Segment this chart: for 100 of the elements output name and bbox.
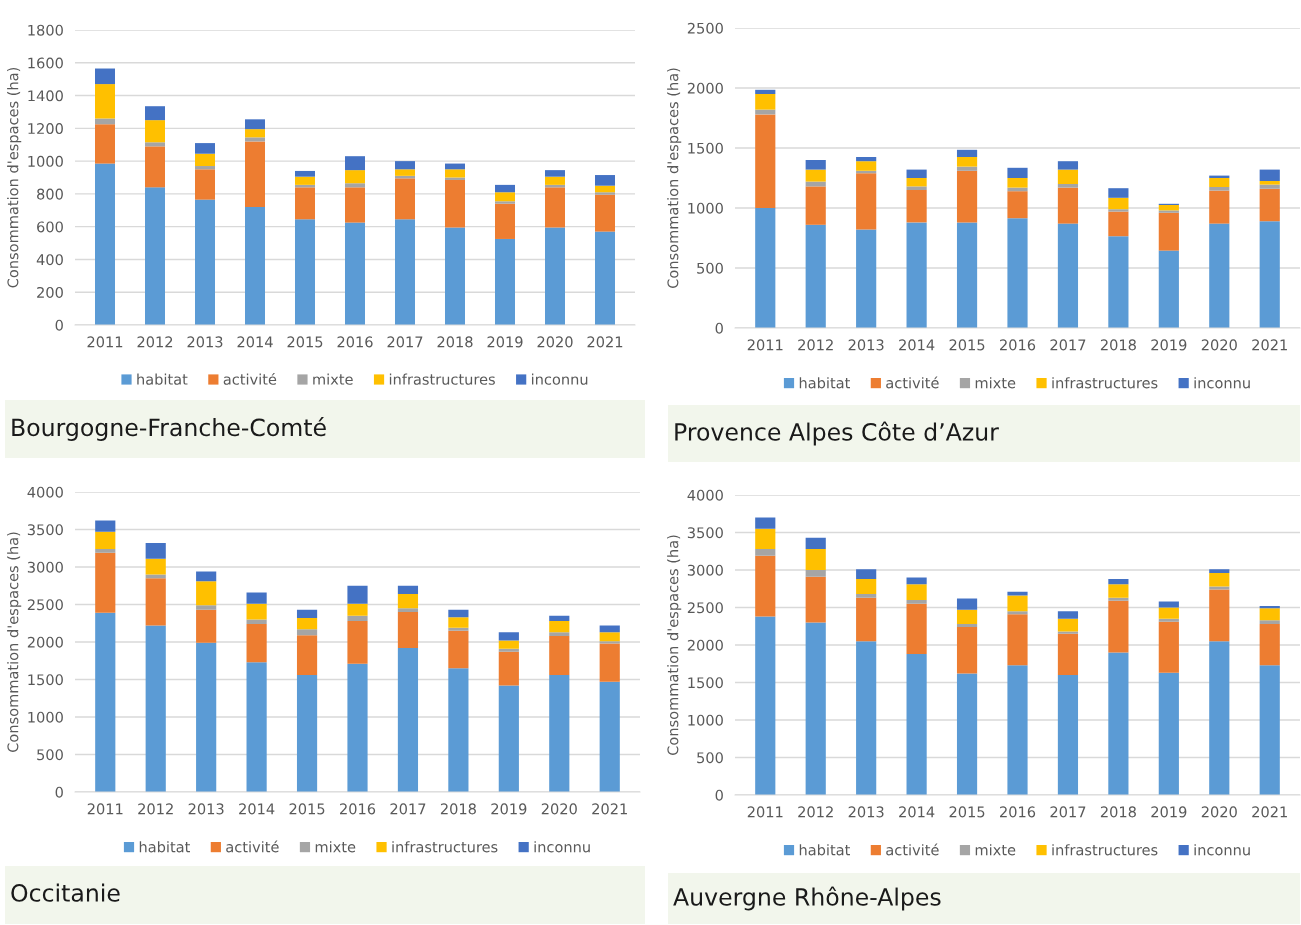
bar — [1209, 178, 1230, 187]
y-tick-label: 400 — [36, 254, 63, 266]
bar — [245, 129, 265, 138]
bar — [1057, 675, 1079, 795]
bar — [145, 146, 165, 188]
bar — [1057, 161, 1079, 170]
bar — [95, 84, 115, 119]
x-tick-label: 2011 — [747, 806, 783, 818]
bar — [956, 673, 978, 795]
bar — [245, 119, 265, 130]
bar — [246, 624, 267, 663]
bar — [906, 190, 927, 223]
bar — [1209, 190, 1230, 224]
y-tick-label: 1000 — [28, 711, 63, 723]
bar — [1007, 614, 1028, 666]
bar — [345, 187, 365, 223]
bar — [805, 576, 826, 623]
x-tick-label: 2013 — [848, 806, 884, 818]
bar — [397, 608, 419, 612]
x-tick-label: 2018 — [440, 803, 476, 815]
bar — [1158, 621, 1179, 673]
x-tick-label: 2012 — [798, 806, 833, 818]
x-tick-label: 2014 — [899, 339, 935, 351]
bar — [856, 161, 877, 171]
bar — [347, 615, 368, 621]
x-tick-label: 2015 — [949, 339, 985, 351]
x-tick-label: 2020 — [541, 803, 577, 815]
legend-label: habitat — [799, 844, 850, 856]
bar — [1007, 191, 1028, 219]
x-tick-label: 2013 — [848, 339, 884, 351]
bar — [906, 654, 927, 795]
x-tick-label: 2015 — [949, 806, 985, 818]
legend-label: activité — [223, 372, 277, 385]
bar — [1007, 595, 1028, 612]
bar — [195, 199, 215, 325]
bar — [1209, 641, 1230, 795]
y-tick-label: 1000 — [688, 714, 723, 726]
legend-label: infrastructures — [389, 373, 495, 385]
bar — [1007, 178, 1028, 188]
bar — [448, 630, 469, 669]
legend-label: activité — [886, 843, 939, 856]
bar — [755, 616, 776, 795]
y-tick-label: 1500 — [28, 674, 63, 686]
bar — [1158, 672, 1179, 795]
bar — [498, 640, 519, 649]
bar — [145, 558, 166, 575]
x-tick-label: 2016 — [1000, 806, 1036, 818]
bar — [397, 594, 419, 609]
legend-label: activité — [226, 840, 279, 853]
y-tick-label: 3500 — [687, 527, 723, 539]
bar — [956, 609, 978, 624]
x-tick-label: 2017 — [387, 336, 423, 348]
bar — [755, 555, 776, 617]
bar — [755, 517, 776, 529]
legend-label: activité — [886, 376, 939, 389]
bar — [906, 600, 927, 604]
bar — [196, 571, 217, 582]
x-tick-label: 2020 — [1201, 806, 1237, 818]
bar — [1158, 212, 1179, 251]
bar — [1108, 597, 1129, 601]
bar — [498, 685, 519, 792]
bar — [195, 143, 215, 154]
x-tick-label: 2011 — [87, 803, 123, 815]
bar — [495, 192, 515, 202]
bar — [1057, 187, 1079, 224]
bar — [1057, 184, 1079, 188]
y-tick-label: 2500 — [687, 22, 723, 34]
bar — [495, 203, 515, 239]
legend-label: infrastructures — [1052, 377, 1158, 389]
x-tick-label: 2020 — [1201, 339, 1237, 351]
y-axis-title: Consommation d'espaces (ha) — [667, 68, 682, 288]
bar — [195, 153, 215, 167]
bar — [196, 605, 217, 610]
y-tick-label: 1000 — [688, 202, 723, 214]
bar — [245, 207, 265, 325]
bar — [595, 194, 615, 232]
bar — [595, 185, 615, 193]
bar — [1209, 589, 1230, 642]
bar — [296, 609, 318, 618]
bar — [856, 569, 877, 579]
bar — [448, 609, 469, 618]
x-tick-label: 2011 — [87, 336, 123, 348]
legend-label: habitat — [799, 377, 850, 389]
bar — [1259, 221, 1280, 328]
bar — [1108, 579, 1129, 585]
y-tick-label: 500 — [697, 752, 723, 764]
bar — [1007, 611, 1028, 615]
bar — [1057, 223, 1079, 328]
bar — [498, 648, 519, 652]
legend-label: inconnu — [1194, 844, 1250, 856]
bar — [1259, 169, 1280, 181]
y-tick-label: 1000 — [28, 155, 63, 167]
y-tick-label: 2500 — [27, 599, 63, 611]
bar — [1057, 631, 1079, 634]
bar — [1209, 223, 1230, 328]
bar — [1158, 250, 1179, 328]
y-tick-label: 2000 — [687, 639, 723, 651]
bar — [956, 157, 978, 167]
bar — [549, 636, 570, 675]
bar — [549, 621, 570, 633]
